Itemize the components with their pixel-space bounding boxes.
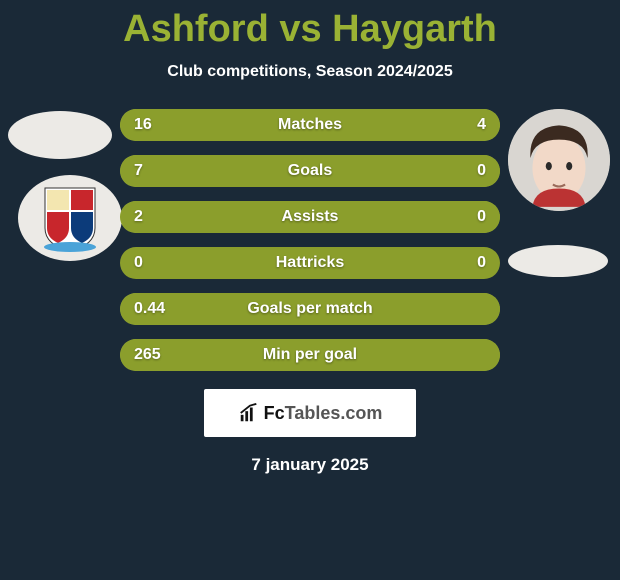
page-title: Ashford vs Haygarth bbox=[0, 0, 620, 51]
subtitle: Club competitions, Season 2024/2025 bbox=[0, 63, 620, 81]
fctables-prefix: Fc bbox=[264, 403, 285, 423]
stat-row: 70Goals bbox=[120, 155, 500, 187]
left-player-avatar-placeholder bbox=[8, 111, 112, 159]
comparison-area: 164Matches 70Goals 20Assists 00Hattricks 0.4… bbox=[0, 109, 620, 371]
fctables-text: FcTables.com bbox=[264, 403, 383, 424]
stat-label: Assists bbox=[120, 201, 500, 233]
fctables-suffix: Tables.com bbox=[285, 403, 383, 423]
stat-row: 265Min per goal bbox=[120, 339, 500, 371]
stat-label: Goals bbox=[120, 155, 500, 187]
right-player-club-placeholder bbox=[508, 245, 608, 277]
stat-label: Hattricks bbox=[120, 247, 500, 279]
left-player-club-crest bbox=[18, 175, 122, 261]
stat-label: Min per goal bbox=[120, 339, 500, 371]
fctables-badge: FcTables.com bbox=[204, 389, 416, 437]
date-text: 7 january 2025 bbox=[0, 455, 620, 475]
right-player-avatar bbox=[508, 109, 610, 211]
stat-row: 164Matches bbox=[120, 109, 500, 141]
stat-label: Goals per match bbox=[120, 293, 500, 325]
stat-label: Matches bbox=[120, 109, 500, 141]
stat-row: 0.44Goals per match bbox=[120, 293, 500, 325]
fctables-logo-icon bbox=[238, 402, 260, 424]
stat-row: 00Hattricks bbox=[120, 247, 500, 279]
avatar-face-icon bbox=[508, 109, 610, 211]
crest-shield-icon bbox=[40, 183, 100, 253]
stats-bars: 164Matches 70Goals 20Assists 00Hattricks 0.4… bbox=[120, 109, 500, 371]
stat-row: 20Assists bbox=[120, 201, 500, 233]
